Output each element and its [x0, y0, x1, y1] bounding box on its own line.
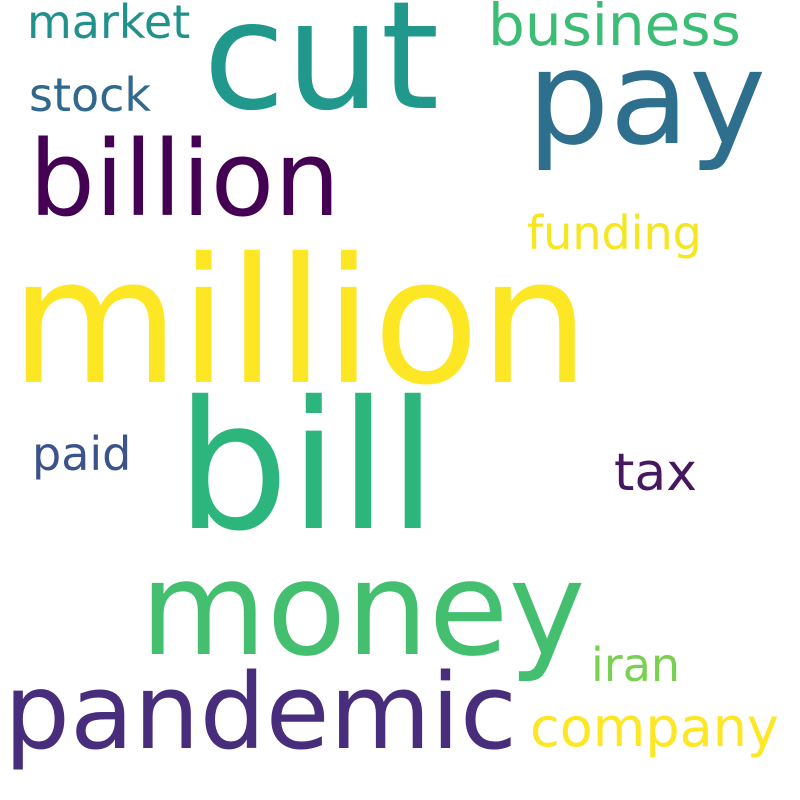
word-cut: cut: [203, 0, 440, 144]
word-iran: iran: [591, 638, 681, 692]
word-bill: bill: [176, 363, 438, 570]
word-million: million: [10, 221, 590, 424]
word-business: business: [488, 0, 741, 59]
word-stock: stock: [29, 68, 152, 122]
word-pandemic: pandemic: [4, 651, 518, 773]
word-market: market: [27, 0, 191, 49]
word-money: money: [140, 533, 586, 685]
word-paid: paid: [32, 427, 132, 481]
word-funding: funding: [527, 206, 702, 260]
word-company: company: [530, 696, 779, 759]
word-pay: pay: [527, 22, 767, 174]
word-tax: tax: [614, 443, 698, 503]
word-billion: billion: [29, 118, 341, 240]
